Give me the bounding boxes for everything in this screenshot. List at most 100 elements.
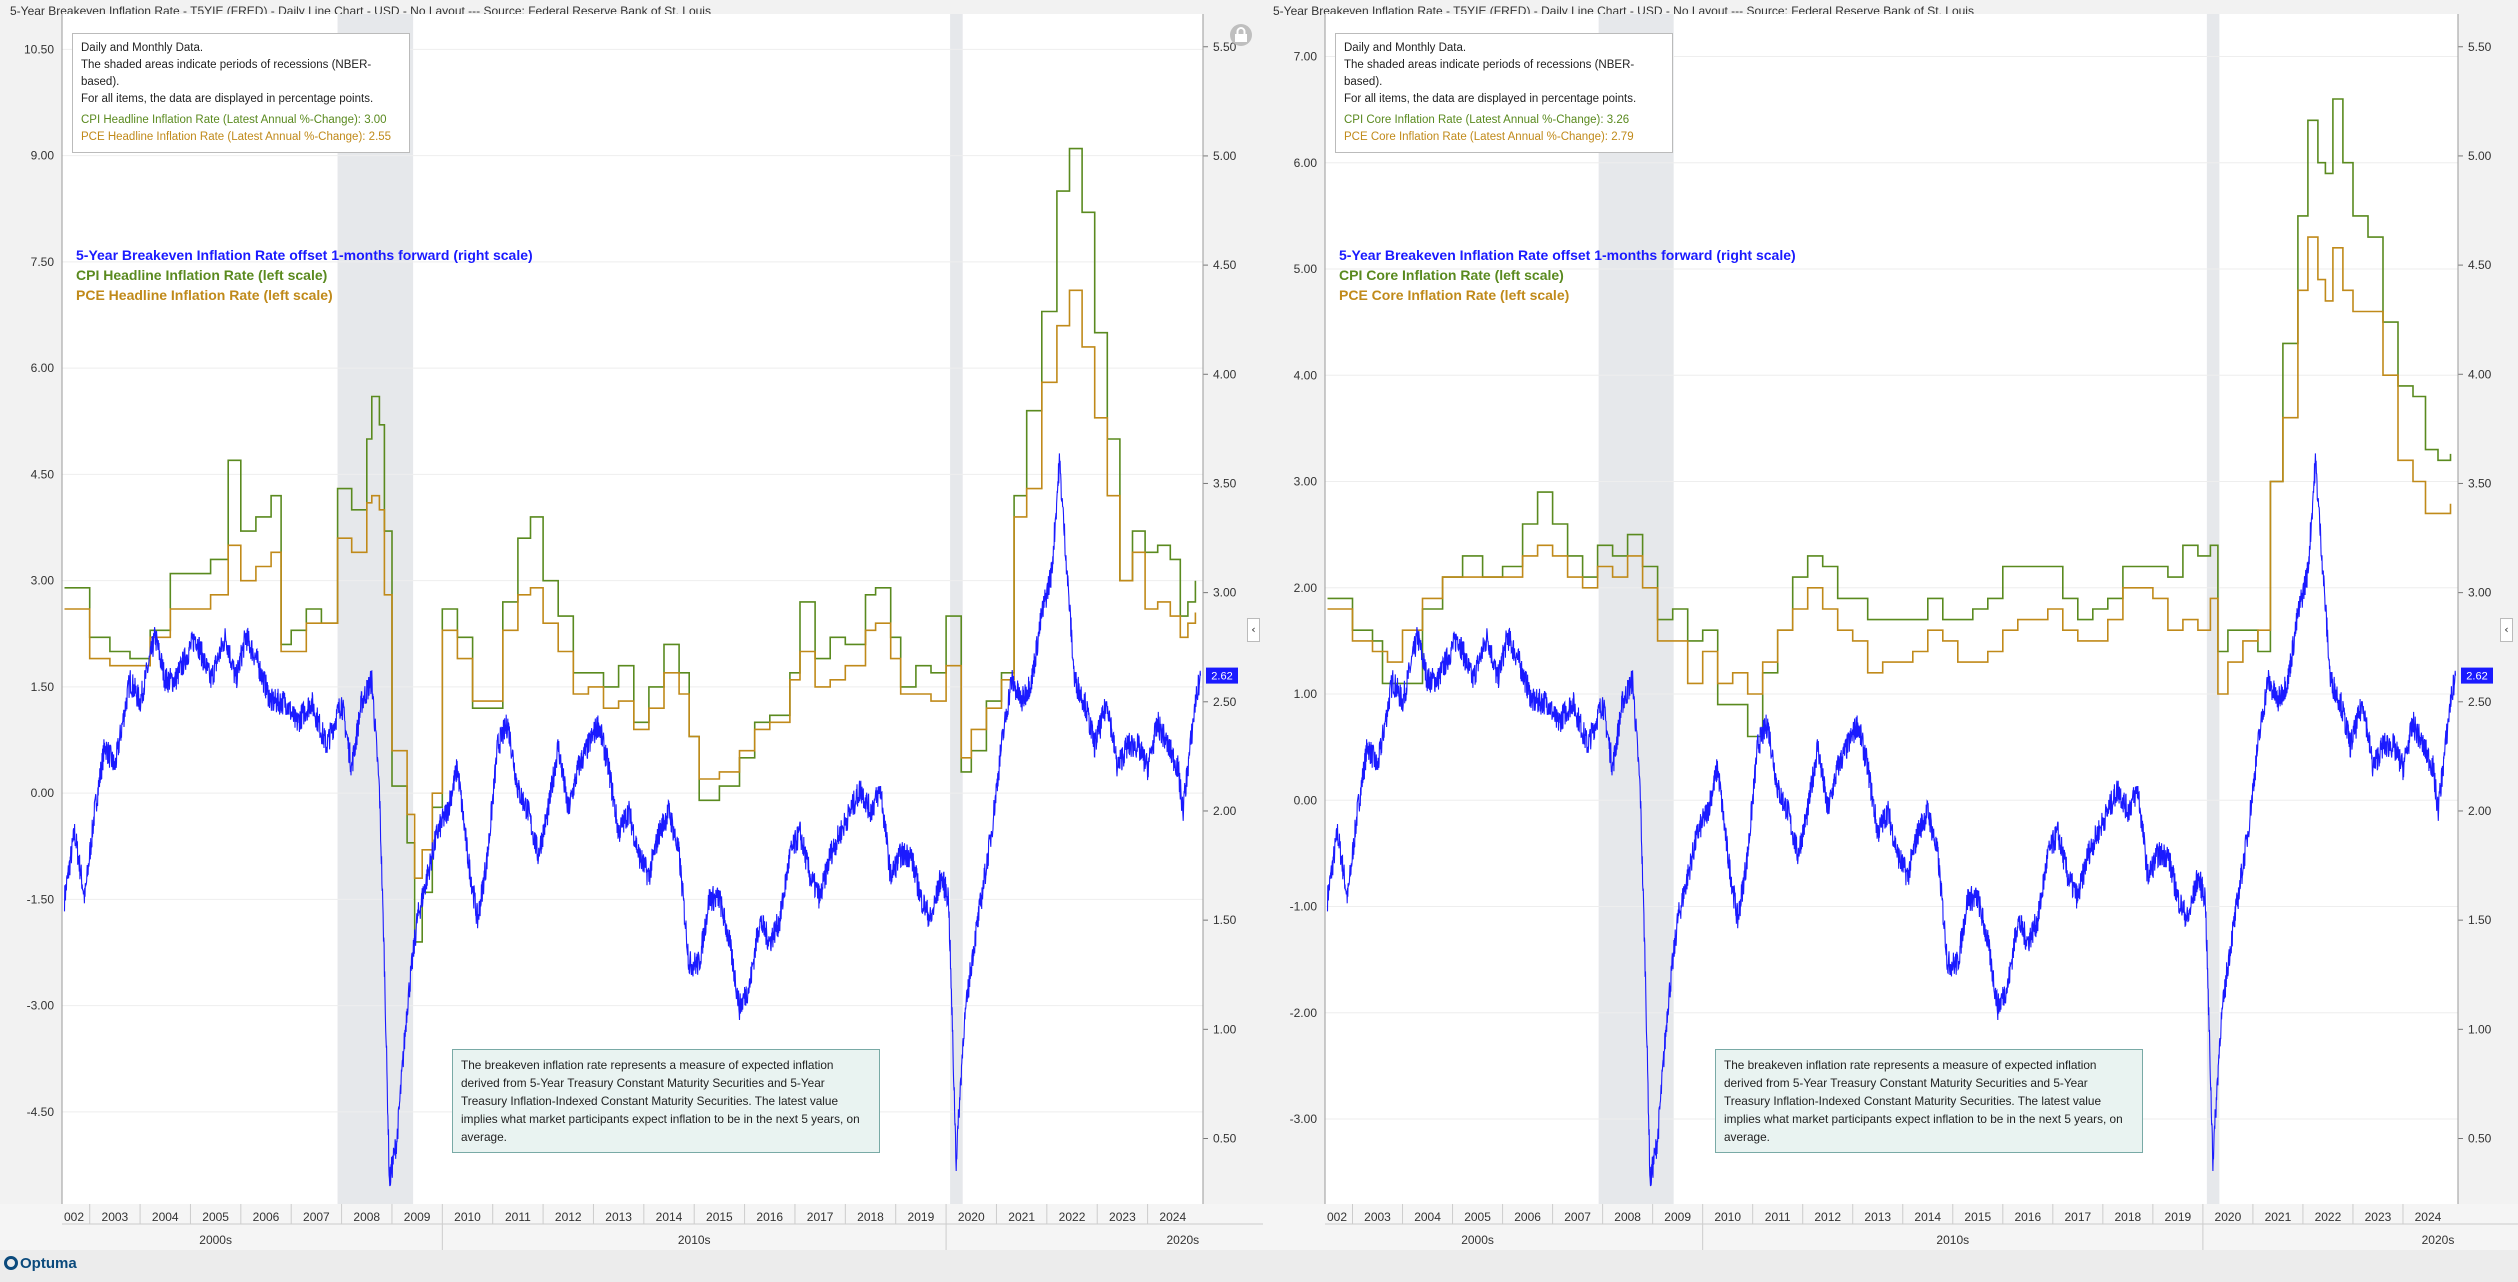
x-tick-label: 2015 — [706, 1210, 733, 1224]
left-tick-label: 3.00 — [31, 574, 55, 588]
x-tick-label: 2013 — [1864, 1210, 1891, 1224]
x-tick-label: 2008 — [1614, 1210, 1641, 1224]
legend-item-cpi-core[interactable]: CPI Core Inflation Rate (left scale) — [1339, 267, 1564, 283]
x-decade-label: 2010s — [678, 1233, 711, 1247]
legend-item-breakeven[interactable]: 5-Year Breakeven Inflation Rate offset 1… — [76, 247, 533, 263]
recession-band — [1598, 14, 1674, 1204]
info-line-1: Daily and Monthly Data. — [81, 42, 204, 54]
x-tick-label: 2021 — [1008, 1210, 1035, 1224]
info-box-left: Daily and Monthly Data. The shaded areas… — [72, 33, 410, 153]
collapse-tab-right[interactable]: ‹ — [2500, 618, 2513, 642]
x-tick-label: 2017 — [2064, 1210, 2091, 1224]
series-line — [63, 453, 1202, 1187]
right-tick-label: 5.50 — [1213, 40, 1237, 54]
info-box-right: Daily and Monthly Data. The shaded areas… — [1335, 33, 1673, 153]
left-tick-label: 4.00 — [1294, 368, 1318, 382]
info-series-1: CPI Core Inflation Rate (Latest Annual %… — [1344, 114, 1630, 126]
x-tick-label: 2011 — [505, 1210, 531, 1224]
x-tick-label: 2016 — [2014, 1210, 2041, 1224]
left-tick-label: -1.00 — [1290, 900, 1318, 914]
left-tick-label: 2.00 — [1294, 581, 1318, 595]
x-tick-label: 2008 — [353, 1210, 380, 1224]
left-tick-label: -4.50 — [27, 1105, 55, 1119]
chart-left[interactable]: 10.50 9.00 7.50 6.00 4.50 3.00 1.50 0.00 -1.50 -3… — [0, 0, 1263, 1250]
x-decade-label: 2000s — [1461, 1233, 1494, 1247]
collapse-tab-left[interactable]: ‹ — [1247, 618, 1260, 642]
x-axis-band — [0, 1204, 1263, 1250]
left-tick-label: 6.00 — [31, 361, 55, 375]
right-tick-label: 2.50 — [2468, 695, 2492, 709]
x-tick-label: 2023 — [1109, 1210, 1136, 1224]
x-tick-label: 2012 — [555, 1210, 582, 1224]
last-value-badge — [2461, 667, 2493, 684]
right-tick-label: 1.00 — [2468, 1022, 2492, 1036]
x-tick-label: 002 — [1327, 1210, 1347, 1224]
lock-icon[interactable] — [1230, 24, 1252, 46]
right-tick-label: 3.50 — [2468, 476, 2492, 490]
left-tick-label: 0.00 — [1294, 793, 1318, 807]
left-tick-label: -1.50 — [27, 892, 55, 906]
legend-item-pce-core[interactable]: PCE Core Inflation Rate (left scale) — [1339, 287, 1570, 303]
info-series-2: PCE Core Inflation Rate (Latest Annual %… — [1344, 131, 1634, 143]
right-tick-label: 0.50 — [1213, 1131, 1237, 1145]
left-tick-label: 4.50 — [31, 467, 55, 481]
series-line — [64, 147, 1197, 943]
info-series-2: PCE Headline Inflation Rate (Latest Annu… — [81, 131, 392, 143]
legend-item-breakeven[interactable]: 5-Year Breakeven Inflation Rate offset 1… — [1339, 247, 1796, 263]
chart-right[interactable]: 7.00 6.00 5.00 4.00 3.00 2.00 1.00 0.00 -1.00 -2.… — [1263, 0, 2518, 1250]
info-line-2: The shaded areas indicate periods of rec… — [1344, 59, 1635, 88]
x-tick-label: 2016 — [756, 1210, 783, 1224]
note-box-right: The breakeven inflation rate represents … — [1715, 1049, 2143, 1153]
series-line — [1327, 236, 2452, 695]
x-tick-label: 2004 — [152, 1210, 179, 1224]
plot-area — [1325, 14, 2458, 1204]
last-value-label: 2.62 — [1211, 671, 1232, 683]
optuma-logo-icon — [4, 1256, 18, 1270]
x-tick-label: 2020 — [2215, 1210, 2242, 1224]
left-tick-label: 7.00 — [1294, 50, 1318, 64]
right-tick-label: 4.00 — [2468, 367, 2492, 381]
legend-item-pce[interactable]: PCE Headline Inflation Rate (left scale) — [76, 287, 333, 303]
x-decade-label: 2010s — [1936, 1233, 1969, 1247]
x-tick-label: 2015 — [1964, 1210, 1991, 1224]
right-tick-label: 5.00 — [1213, 149, 1237, 163]
x-tick-label: 2022 — [2315, 1210, 2342, 1224]
x-tick-label: 2017 — [807, 1210, 834, 1224]
right-tick-label: 0.50 — [2468, 1131, 2492, 1145]
x-decade-label: 2000s — [199, 1233, 232, 1247]
x-tick-label: 2011 — [1765, 1210, 1791, 1224]
right-tick-label: 2.00 — [2468, 804, 2492, 818]
x-tick-label: 2018 — [2115, 1210, 2142, 1224]
legend-left: 5-Year Breakeven Inflation Rate offset 1… — [76, 245, 533, 305]
logo-text: Optuma — [20, 1255, 77, 1272]
info-line-1: Daily and Monthly Data. — [1344, 42, 1467, 54]
left-tick-label: -3.00 — [1290, 1112, 1318, 1126]
last-value-label: 2.62 — [2466, 671, 2487, 683]
left-tick-label: 9.00 — [31, 149, 55, 163]
left-tick-label: 3.00 — [1294, 475, 1318, 489]
recession-band — [950, 14, 963, 1204]
x-tick-label: 2012 — [1814, 1210, 1841, 1224]
left-tick-label: 7.50 — [31, 255, 55, 269]
left-tick-label: 6.00 — [1294, 156, 1318, 170]
right-tick-label: 1.50 — [1213, 913, 1237, 927]
series-line — [1326, 453, 2457, 1187]
left-tick-label: 1.00 — [1294, 687, 1318, 701]
left-tick-label: 10.50 — [24, 42, 54, 56]
x-tick-label: 2005 — [1464, 1210, 1491, 1224]
right-tick-label: 1.50 — [2468, 913, 2492, 927]
series-line — [64, 289, 1197, 879]
note-box-left: The breakeven inflation rate represents … — [452, 1049, 880, 1153]
x-tick-label: 2019 — [908, 1210, 935, 1224]
last-value-badge — [1206, 667, 1238, 684]
x-tick-label: 2021 — [2265, 1210, 2292, 1224]
status-strip — [0, 1250, 2518, 1282]
x-tick-label: 2014 — [1914, 1210, 1941, 1224]
x-tick-label: 2010 — [454, 1210, 481, 1224]
x-tick-label: 2022 — [1059, 1210, 1086, 1224]
legend-item-cpi[interactable]: CPI Headline Inflation Rate (left scale) — [76, 267, 328, 283]
left-tick-label: 0.00 — [31, 786, 55, 800]
left-tick-label: 5.00 — [1294, 262, 1318, 276]
x-axis-band — [1263, 1204, 2518, 1250]
x-tick-label: 2018 — [857, 1210, 884, 1224]
